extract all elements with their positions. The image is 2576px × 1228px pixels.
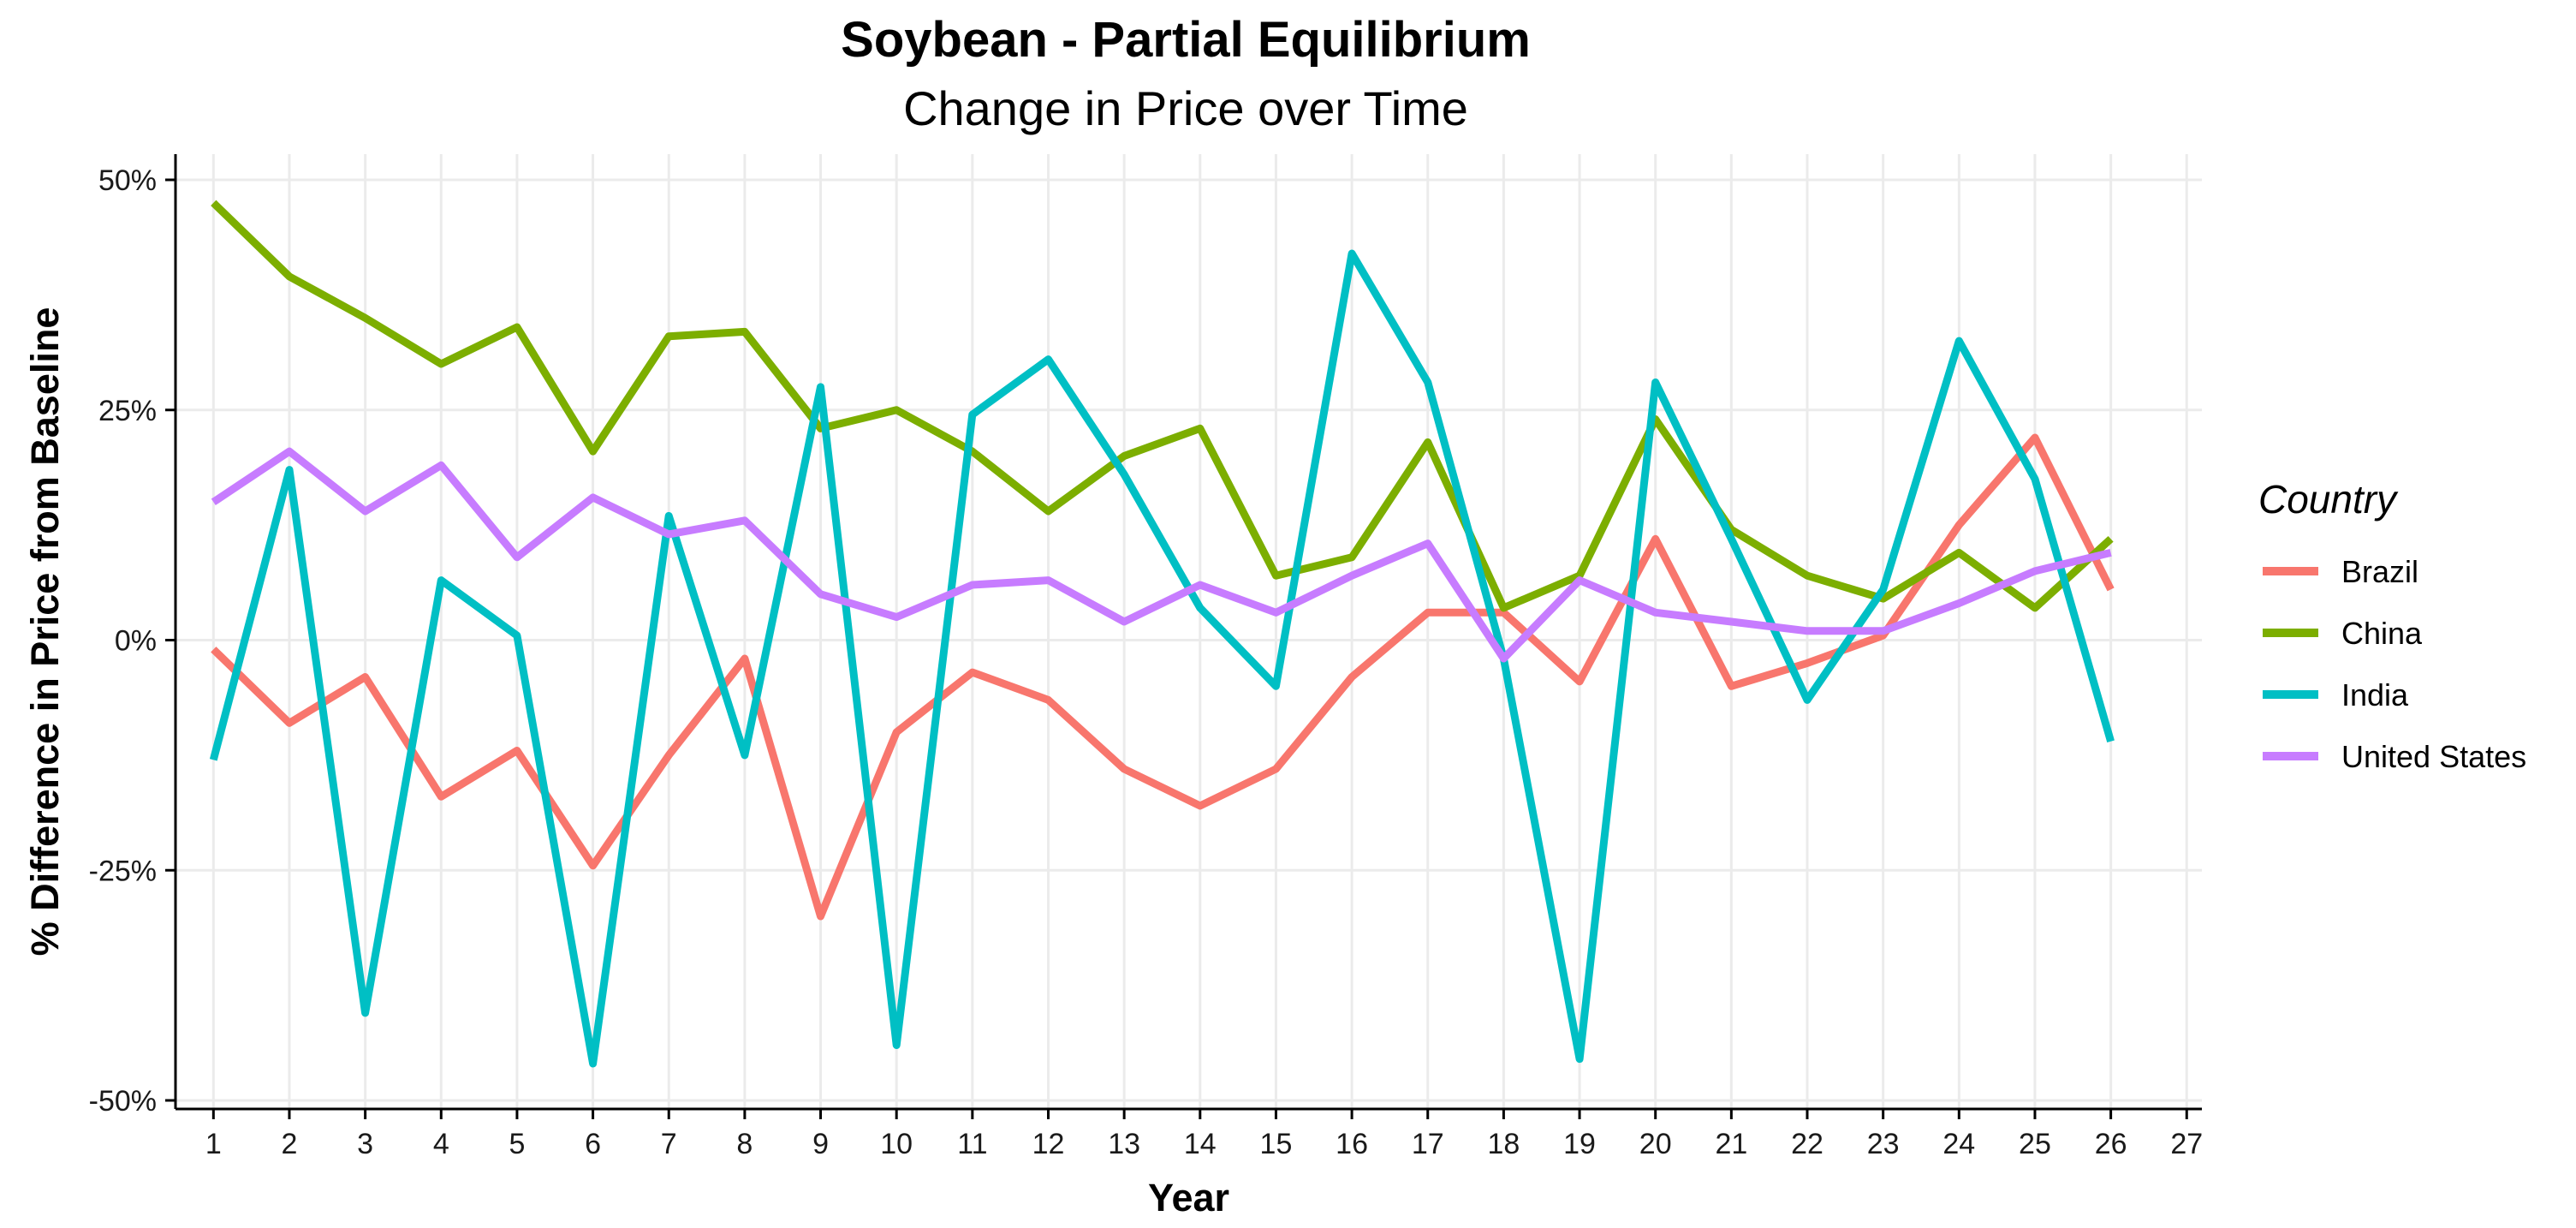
legend-label-brazil: Brazil — [2341, 554, 2418, 589]
legend-item-india: India — [2263, 677, 2409, 712]
x-tick-label: 23 — [1867, 1128, 1900, 1160]
x-tick-label: 2 — [282, 1128, 298, 1160]
x-tick-label: 5 — [509, 1128, 525, 1160]
x-tick-label: 27 — [2170, 1128, 2203, 1160]
y-tick-label: 0% — [115, 625, 157, 658]
legend-label-united-states: United States — [2341, 739, 2526, 774]
x-tick-label: 1 — [205, 1128, 222, 1160]
x-tick-label: 15 — [1260, 1128, 1293, 1160]
y-axis-title: % Difference in Price from Baseline — [23, 307, 67, 957]
x-axis-ticks: 1 2 3 4 5 6 7 8 9 10 11 12 13 14 15 16 17 18 19 20 21 22 23 24 2… — [205, 1109, 2203, 1160]
x-tick-label: 9 — [812, 1128, 829, 1160]
x-tick-label: 26 — [2095, 1128, 2127, 1160]
legend-title: Country — [2258, 477, 2399, 522]
y-tick-label: 50% — [98, 164, 157, 197]
legend-item-united-states: United States — [2263, 739, 2526, 774]
x-tick-label: 7 — [661, 1128, 677, 1160]
legend-items: Brazil China India United States — [2263, 554, 2526, 774]
series-line-china — [211, 200, 2114, 612]
x-tick-label: 14 — [1184, 1128, 1217, 1160]
x-tick-label: 4 — [433, 1128, 449, 1160]
x-tick-label: 25 — [2019, 1128, 2051, 1160]
y-tick-label: -25% — [89, 855, 157, 887]
series-line-india — [209, 249, 2115, 1068]
legend: Country Brazil China India United States — [2258, 477, 2526, 774]
x-tick-label: 19 — [1563, 1128, 1596, 1160]
legend-item-china: China — [2263, 616, 2423, 651]
y-axis-ticks: 50% 25% 0% -25% -50% — [89, 164, 176, 1118]
x-tick-label: 17 — [1412, 1128, 1444, 1160]
x-axis-title: Year — [1148, 1176, 1229, 1219]
legend-item-brazil: Brazil — [2263, 554, 2418, 589]
x-tick-label: 22 — [1791, 1128, 1823, 1160]
legend-label-china: China — [2341, 616, 2423, 651]
x-tick-label: 11 — [957, 1128, 987, 1160]
legend-label-india: India — [2341, 677, 2409, 712]
x-tick-label: 3 — [357, 1128, 373, 1160]
x-tick-label: 24 — [1942, 1128, 1975, 1160]
x-tick-label: 20 — [1639, 1128, 1672, 1160]
x-tick-label: 16 — [1336, 1128, 1368, 1160]
x-tick-label: 10 — [880, 1128, 913, 1160]
series-lines — [209, 200, 2115, 1068]
x-tick-label: 13 — [1108, 1128, 1140, 1160]
x-tick-label: 21 — [1715, 1128, 1747, 1160]
chart-title: Soybean - Partial Equilibrium — [841, 12, 1531, 68]
x-tick-label: 8 — [736, 1128, 753, 1160]
chart-subtitle: Change in Price over Time — [903, 81, 1468, 135]
x-tick-label: 12 — [1032, 1128, 1065, 1160]
series-line-united-states — [211, 447, 2112, 663]
x-tick-label: 18 — [1487, 1128, 1520, 1160]
x-tick-label: 6 — [585, 1128, 601, 1160]
y-tick-label: -50% — [89, 1085, 157, 1118]
y-tick-label: 25% — [98, 395, 157, 427]
